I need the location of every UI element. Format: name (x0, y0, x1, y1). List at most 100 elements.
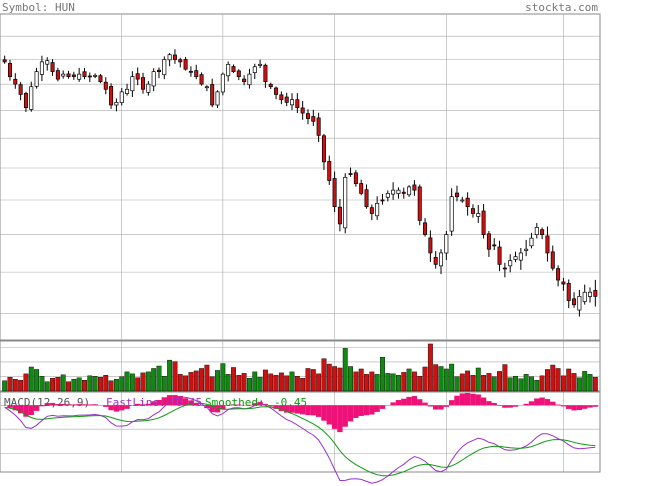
candle-body (204, 86, 209, 89)
macd-histogram-bar (534, 398, 540, 406)
volume-bar (364, 374, 369, 392)
macd-histogram-bar (353, 405, 359, 419)
candle-body (577, 295, 582, 311)
macd-histogram-bar (214, 405, 221, 413)
volume-bar (55, 377, 61, 392)
candle-body (380, 199, 385, 202)
macd-histogram-bar (369, 405, 375, 415)
macd-histogram-bar (156, 399, 162, 406)
candlestick-series (2, 49, 598, 317)
volume-bar (103, 375, 109, 392)
volume-bar (220, 363, 226, 392)
candle-body (39, 61, 44, 75)
volume-bar (151, 368, 157, 392)
macd-histogram-bar (71, 404, 77, 406)
candle-body (151, 71, 156, 87)
volume-bar (576, 377, 582, 392)
macd-histogram-bar (273, 405, 279, 409)
volume-bar (385, 373, 391, 392)
volume-bar (98, 377, 103, 392)
macd-histogram-bar (17, 405, 24, 414)
macd-histogram-bar (65, 404, 72, 406)
macd-panel-frame (0, 391, 601, 473)
candle-body (460, 199, 465, 202)
volume-bar (76, 377, 82, 392)
volume-bar (550, 364, 556, 392)
macd-histogram-bar (315, 405, 322, 417)
volume-bar (390, 373, 396, 392)
candle-body (135, 73, 140, 80)
volume-bar (358, 368, 364, 392)
candle-body (412, 184, 417, 191)
macd-histogram-bar (12, 405, 18, 411)
macd-histogram-bar (7, 405, 13, 408)
candle-body (492, 244, 497, 247)
candle-body (226, 63, 231, 77)
candle-body (18, 84, 23, 95)
volume-bar (486, 373, 492, 392)
volume-bar (300, 378, 306, 392)
candle-body (348, 173, 353, 175)
macd-histogram-bar (113, 405, 120, 412)
volume-bar (284, 375, 290, 392)
volume-bar (529, 376, 534, 392)
volume-bar (231, 367, 236, 392)
volume-bar (262, 369, 268, 392)
candle-body (401, 191, 406, 194)
macd-histogram-bar (209, 405, 215, 413)
macd-histogram-bar (103, 405, 109, 407)
volume-bar (92, 376, 98, 392)
macd-histogram (7, 392, 598, 433)
macd-histogram-bar (284, 405, 290, 413)
macd-histogram-bar (252, 403, 258, 406)
volume-bar (523, 374, 529, 392)
volume-bar (513, 376, 518, 392)
volume-bar (215, 370, 220, 392)
macd-histogram-bar (342, 405, 348, 427)
volume-bar (225, 374, 231, 392)
volume-bar (294, 376, 300, 392)
candle-body (385, 193, 390, 198)
price-panel-frame (0, 13, 601, 341)
candle-body (518, 252, 523, 261)
symbol-label: Symbol: HUN (2, 1, 75, 14)
volume-panel (0, 340, 601, 392)
macd-histogram-bar (321, 405, 327, 421)
candle-body (247, 73, 252, 86)
candle-body (359, 183, 364, 194)
candle-body (210, 84, 215, 106)
volume-bar (433, 364, 439, 392)
macd-histogram-bar (379, 405, 386, 409)
volume-bar (289, 371, 295, 392)
candle-body (125, 88, 130, 94)
candle-body (502, 267, 507, 270)
candle-body (109, 86, 114, 106)
macd-histogram-bar (337, 405, 343, 433)
candle-body (7, 63, 12, 77)
candle-body (534, 227, 539, 236)
macd-histogram-bar (268, 405, 274, 407)
volume-bar (209, 376, 215, 392)
candle-body (103, 81, 108, 90)
candle-body (588, 291, 593, 297)
candle-body (93, 75, 98, 77)
candle-body (311, 116, 316, 122)
volume-bar (427, 343, 433, 392)
candle-body (582, 291, 587, 302)
candle-body (417, 186, 422, 221)
macd-histogram-bar (491, 402, 497, 406)
volume-bar (502, 364, 508, 392)
candle-body (199, 74, 204, 85)
macd-histogram-bar (411, 396, 418, 406)
candle-body (66, 73, 71, 77)
volume-bar (23, 373, 29, 392)
volume-bar (140, 372, 146, 392)
candle-body (486, 233, 491, 250)
candle-body (375, 202, 380, 217)
macd-histogram-bar (124, 405, 130, 409)
volume-series (2, 343, 598, 392)
candle-body (141, 77, 146, 90)
macd-histogram-bar (347, 405, 354, 422)
candle-body (284, 96, 289, 103)
